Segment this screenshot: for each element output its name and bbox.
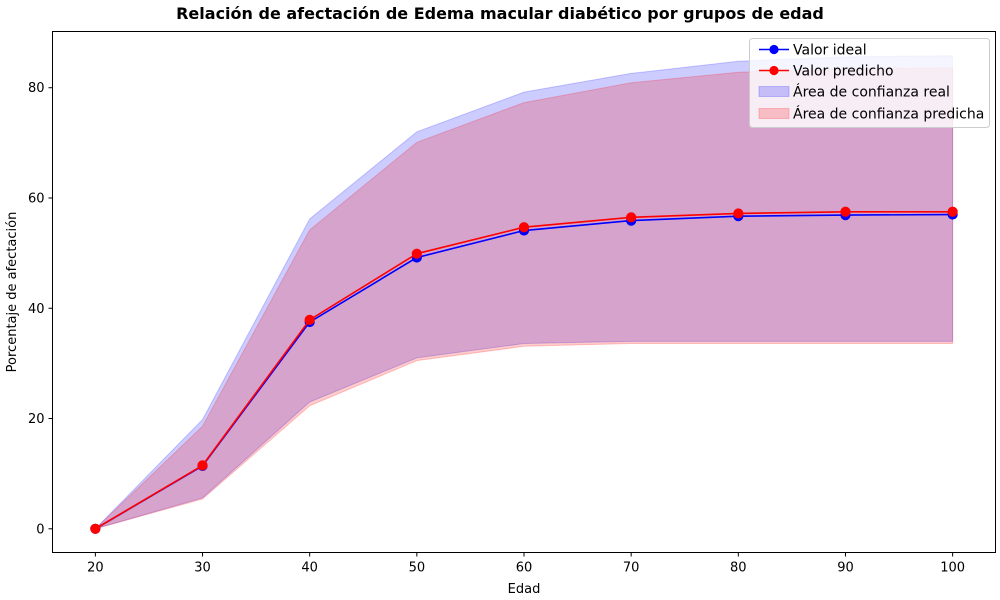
x-tick-label: 80 [730,561,747,576]
legend-swatch-area [758,108,790,119]
x-tick-label: 50 [409,561,426,576]
legend-frame [749,38,990,128]
data-point-1-4 [518,222,530,233]
x-tick-label: 40 [301,561,318,576]
confidence-bands [93,55,954,530]
y-axis-label: Porcentaje de afectación [5,212,20,373]
x-tick-label: 90 [837,561,854,576]
data-point-1-0 [90,523,101,534]
x-tick-label: 30 [194,561,211,576]
y-tick-label: 20 [28,412,45,427]
legend-label: Valor ideal [793,43,867,59]
y-ticks: 0 20 40 60 80 [28,81,53,537]
series-lines [90,206,958,534]
legend-label: Valor predicho [793,64,894,80]
data-point-1-3 [411,248,422,259]
chart-title: Relación de afectación de Edema macular … [176,4,824,23]
confidence-band-0 [93,55,954,530]
x-tick-label: 60 [516,561,533,576]
x-ticks: 20 30 40 50 60 70 80 90 100 [87,552,965,576]
data-point-1-8 [947,206,958,217]
confidence-band-1 [95,67,954,530]
data-point-1-1 [197,460,208,471]
x-tick-label: 70 [623,561,640,576]
data-point-1-7 [840,206,851,217]
data-point-1-2 [304,314,315,325]
y-tick-label: 40 [28,302,45,317]
x-tick-label: 100 [940,561,965,576]
x-tick-label: 20 [87,561,104,576]
legend-label: Área de confianza real [793,84,950,101]
legend-label: Área de confianza predicha [793,106,984,123]
legend-swatch-marker [769,65,779,76]
data-point-1-6 [733,208,744,219]
y-tick-label: 0 [36,522,44,537]
y-tick-label: 60 [28,191,45,206]
x-axis-label: Edad [508,582,541,597]
data-point-1-5 [626,212,637,223]
legend-swatch-area [758,86,790,97]
y-tick-label: 80 [28,81,45,96]
legend: Valor ideal Valor predicho Área de confian… [749,38,990,128]
legend-swatch-marker [769,44,779,55]
